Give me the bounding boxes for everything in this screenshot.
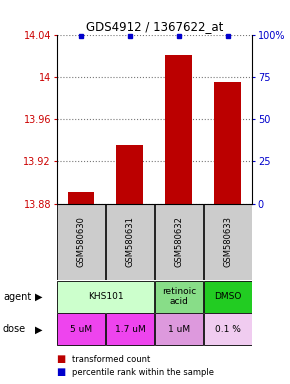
Text: 1 uM: 1 uM <box>168 325 190 334</box>
Bar <box>204 204 252 280</box>
Bar <box>57 281 154 313</box>
Text: ■: ■ <box>57 354 66 364</box>
Bar <box>155 281 203 313</box>
Text: ▶: ▶ <box>35 324 43 334</box>
Bar <box>204 313 252 345</box>
Text: DMSO: DMSO <box>214 292 242 301</box>
Bar <box>165 55 192 204</box>
Text: percentile rank within the sample: percentile rank within the sample <box>72 368 215 377</box>
Text: dose: dose <box>3 324 26 334</box>
Text: GSM580631: GSM580631 <box>126 217 135 267</box>
Bar <box>155 313 203 345</box>
Bar <box>204 281 252 313</box>
Text: ■: ■ <box>57 367 66 377</box>
Bar <box>106 313 154 345</box>
Bar <box>214 82 241 204</box>
Text: agent: agent <box>3 291 31 302</box>
Text: transformed count: transformed count <box>72 354 151 364</box>
Bar <box>68 192 95 204</box>
Text: retinoic
acid: retinoic acid <box>162 287 196 306</box>
Text: GSM580632: GSM580632 <box>174 217 183 267</box>
Bar <box>57 204 105 280</box>
Text: KHS101: KHS101 <box>88 292 123 301</box>
Text: 1.7 uM: 1.7 uM <box>115 325 145 334</box>
Bar <box>106 204 154 280</box>
Bar <box>57 313 105 345</box>
Title: GDS4912 / 1367622_at: GDS4912 / 1367622_at <box>86 20 223 33</box>
Text: 0.1 %: 0.1 % <box>215 325 241 334</box>
Bar <box>155 204 203 280</box>
Text: GSM580633: GSM580633 <box>223 217 232 267</box>
Text: GSM580630: GSM580630 <box>77 217 86 267</box>
Text: 5 uM: 5 uM <box>70 325 92 334</box>
Bar <box>117 146 144 204</box>
Text: ▶: ▶ <box>35 291 43 302</box>
